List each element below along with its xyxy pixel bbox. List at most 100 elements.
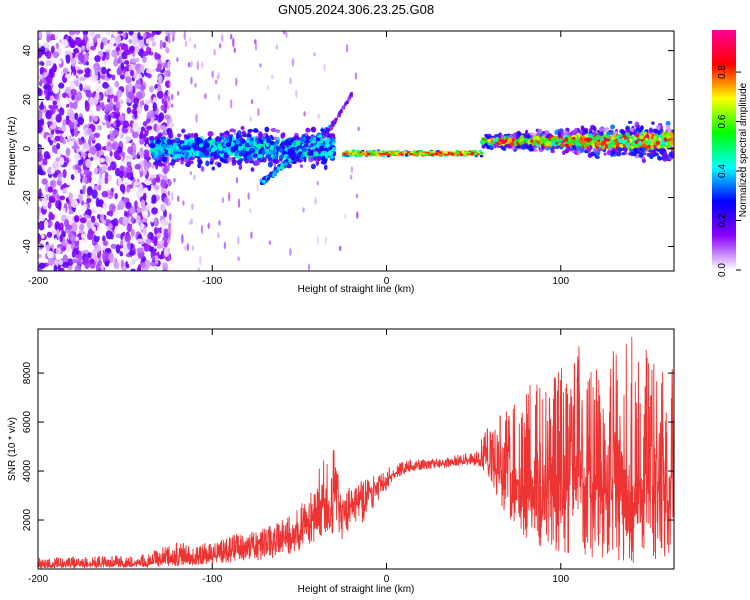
spectrogram-cell: [163, 165, 169, 175]
spectrogram-cell: [38, 188, 42, 198]
spectrogram-cell: [215, 136, 221, 142]
spectrogram-cell: [511, 133, 516, 139]
spectrogram-cell: [278, 154, 285, 159]
spectrogram-cell: [320, 128, 324, 132]
spectrogram-cell: [52, 188, 58, 195]
spectrogram-cell: [592, 137, 597, 143]
spectrogram-cell: [102, 81, 109, 89]
spectrogram-cell: [158, 132, 163, 137]
spectrogram-cell: [249, 116, 252, 122]
spectrogram-cell: [460, 150, 465, 154]
spectrogram-cell: [197, 138, 204, 145]
spectrogram-cell: [156, 243, 162, 250]
spectrogram-cell: [176, 133, 182, 138]
spectrogram-cell: [151, 194, 157, 204]
spectrogram-cell: [275, 145, 281, 151]
spectrogram-cell: [58, 202, 62, 211]
spectrogram-cell: [146, 125, 153, 131]
spectrogram-cell: [82, 53, 89, 63]
spectrogram-cell: [176, 56, 179, 63]
spectrogram-cell: [197, 163, 202, 169]
spectrogram-cell: [237, 235, 240, 245]
spectrogram-cell: [269, 140, 275, 146]
spectrogram-cell: [131, 151, 136, 159]
spectrogram-cell: [128, 213, 133, 218]
spectrogram-cell: [183, 245, 187, 251]
spectrogram-cell: [77, 116, 84, 126]
spectrogram-cell: [198, 159, 203, 165]
spectrogram-cell: [193, 43, 197, 49]
spectrogram-cell: [133, 158, 140, 164]
spectrogram-cell: [140, 262, 146, 269]
spectrogram-cell: [214, 79, 218, 85]
spectrogram-cell: [45, 94, 51, 101]
spectrogram-cell: [86, 186, 93, 196]
spectrogram-cell: [50, 129, 55, 135]
spectrogram-y-tick-label: 40: [22, 45, 33, 57]
spectrogram-cell: [124, 211, 128, 218]
spectrogram-cell: [47, 250, 54, 259]
spectrogram-cell: [55, 157, 61, 162]
spectrogram-cell: [95, 207, 103, 216]
spectrogram-cell: [100, 101, 105, 110]
spectrogram-cell: [109, 150, 113, 157]
spectrogram-cell: [147, 33, 155, 39]
spectrogram-cell: [430, 153, 435, 156]
spectrogram-cell: [111, 141, 119, 151]
spectrogram-cell: [161, 98, 165, 105]
spectrogram-cell: [163, 114, 171, 120]
spectrogram-cell: [644, 137, 649, 142]
spectrogram-cell: [74, 153, 81, 161]
spectrogram-cell: [656, 144, 661, 150]
spectrogram-cell: [470, 152, 475, 155]
spectrogram-cell: [76, 147, 80, 154]
spectrogram-cell: [93, 243, 101, 253]
spectrogram-cell: [275, 129, 281, 134]
spectrogram-cell: [166, 138, 172, 145]
colorbar-tick-label: 0.2: [717, 213, 728, 227]
spectrogram-cell: [237, 145, 243, 151]
spectrogram-cell: [43, 219, 49, 230]
spectrogram-cell: [621, 152, 626, 156]
spectrogram-cell: [134, 200, 138, 210]
spectrogram-cell: [86, 220, 92, 230]
spectrogram-cell: [160, 179, 167, 189]
spectrogram-cell: [432, 150, 436, 153]
spectrogram-cell: [128, 249, 136, 256]
spectrogram-cell: [161, 225, 165, 235]
spectrogram-cell: [313, 151, 319, 157]
spectrogram-cell: [235, 140, 241, 145]
spectrogram-cell: [537, 128, 543, 133]
spectrogram-cell: [260, 143, 265, 147]
spectrogram-cell: [129, 69, 135, 77]
spectrogram-cell: [231, 136, 235, 142]
spectrogram-cell: [156, 227, 161, 234]
spectrogram-cell: [125, 201, 132, 210]
spectrogram-cell: [167, 247, 171, 254]
spectrogram-cell: [641, 142, 647, 147]
spectrogram-cell: [97, 124, 102, 131]
spectrogram-cell: [98, 177, 105, 185]
spectrogram-cell: [107, 88, 112, 95]
snr-x-tick-label: -200: [28, 574, 48, 585]
spectrogram-cell: [135, 214, 141, 224]
spectrogram-cell: [71, 258, 79, 264]
spectrogram-cell: [56, 228, 60, 239]
spectrogram-cell: [100, 41, 104, 50]
spectrogram-cell: [161, 156, 168, 163]
spectrogram-cell: [125, 166, 132, 173]
spectrogram-cell: [151, 207, 158, 215]
spectrogram-cell: [50, 166, 56, 175]
spectrogram-cell: [570, 130, 576, 135]
spectrogram-cell: [150, 261, 157, 267]
spectrogram-cell: [660, 147, 666, 153]
spectrogram-cell: [646, 140, 651, 146]
spectrogram-cell: [322, 150, 327, 155]
spectrogram-cell: [168, 178, 171, 186]
spectrogram-cell: [116, 89, 123, 98]
spectrogram-cell: [219, 132, 224, 137]
spectrogram-cell: [180, 156, 184, 161]
spectrogram-cell: [159, 163, 166, 167]
spectrogram-cell: [480, 140, 485, 146]
spectrogram-cell: [183, 31, 186, 41]
